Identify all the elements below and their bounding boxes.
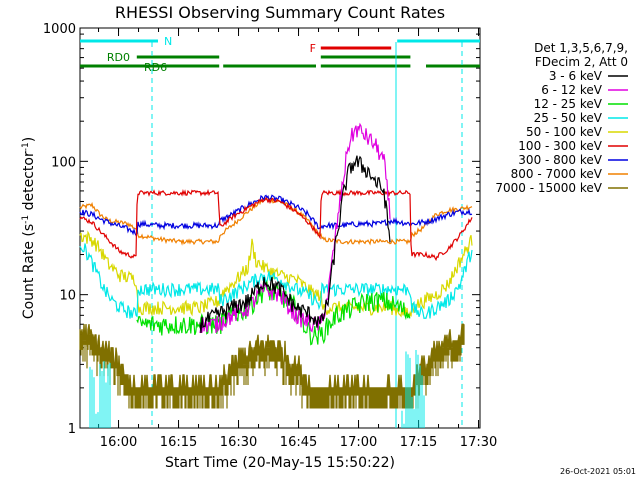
legend: Det 1,3,5,6,7,9, FDecim 2, Att 0 3 - 6 k… <box>495 41 628 195</box>
y-tick-label: 1 <box>68 422 76 437</box>
series-line-25-50keV <box>79 243 473 320</box>
chart-title: RHESSI Observing Summary Count Rates <box>115 3 445 22</box>
legend-label: 100 - 300 keV <box>518 139 602 153</box>
flag-label-rd0: RD0 <box>107 51 130 64</box>
y-label-end: ) <box>21 137 37 142</box>
x-axis-label: Start Time (20-May-15 15:50:22) <box>165 455 395 471</box>
y-label-sup1: -1 <box>21 215 31 224</box>
legend-label: 3 - 6 keV <box>549 69 603 83</box>
x-tick-label: 17:30 <box>460 435 497 450</box>
series-line-100-300keV <box>79 188 473 262</box>
x-tick-label: 16:30 <box>220 435 257 450</box>
flag-label-f: F <box>310 42 316 55</box>
series-line-50-100keV <box>79 230 473 318</box>
flag-label-n: N <box>164 35 172 48</box>
y-label-sup2: -1 <box>21 142 31 151</box>
y-label-mid: detector <box>21 151 37 215</box>
plot-frame <box>79 27 481 429</box>
legend-label: 50 - 100 keV <box>526 125 603 139</box>
y-label-main: Count Rate (s <box>21 224 37 319</box>
x-tick-labels: 16:00 16:15 16:30 16:45 17:00 17:15 17:30 <box>100 435 497 450</box>
series-lines <box>79 122 473 428</box>
series-line-800-7000keV <box>79 197 473 246</box>
flag-label-rd6: RD6 <box>144 61 167 74</box>
x-tick-label: 16:15 <box>160 435 197 450</box>
x-tick-label: 17:00 <box>340 435 377 450</box>
x-tick-label: 16:00 <box>100 435 137 450</box>
legend-header-2: FDecim 2, Att 0 <box>535 55 628 69</box>
y-tick-label: 10 <box>59 289 76 304</box>
y-axis-label: Count Rate (s-1 detector-1) <box>21 137 37 319</box>
legend-label: 6 - 12 keV <box>541 83 603 97</box>
x-tick-label: 16:45 <box>280 435 317 450</box>
status-flags: N F RD0 RD6 <box>80 35 480 74</box>
series-line-12-25keV <box>136 279 411 346</box>
y-tick-label: 1000 <box>43 22 76 37</box>
timestamp: 26-Oct-2021 05:01 <box>560 467 636 476</box>
legend-header-1: Det 1,3,5,6,7,9, <box>534 41 628 55</box>
legend-label: 25 - 50 keV <box>534 111 603 125</box>
series-line-6-12keV <box>199 122 391 334</box>
series-line-300-800keV <box>79 194 473 237</box>
event-vlines <box>151 42 463 428</box>
series-line-7000-15000keV <box>79 323 464 389</box>
series-line-3-6keV <box>199 155 391 334</box>
legend-label: 12 - 25 keV <box>534 97 603 111</box>
y-tick-labels: 1 10 100 1000 <box>43 22 76 437</box>
y-tick-label: 100 <box>51 155 76 170</box>
legend-label: 300 - 800 keV <box>518 153 602 167</box>
x-tick-label: 17:15 <box>400 435 437 450</box>
legend-label: 7000 - 15000 keV <box>495 181 602 195</box>
legend-label: 800 - 7000 keV <box>511 167 603 181</box>
axis-ticks <box>80 27 480 429</box>
